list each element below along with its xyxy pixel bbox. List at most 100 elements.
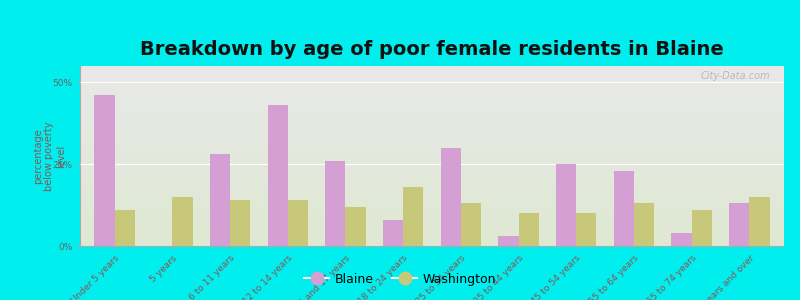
Bar bbox=[576, 213, 597, 246]
Bar bbox=[556, 164, 576, 246]
Bar bbox=[80, 108, 784, 109]
Bar bbox=[80, 104, 784, 105]
Bar bbox=[80, 167, 784, 168]
Bar bbox=[80, 186, 784, 187]
Bar bbox=[80, 191, 784, 192]
Bar bbox=[80, 76, 784, 77]
Bar bbox=[80, 156, 784, 157]
Bar bbox=[80, 82, 784, 83]
Bar bbox=[403, 187, 423, 246]
Bar bbox=[80, 115, 784, 116]
Bar bbox=[80, 233, 784, 234]
Bar bbox=[80, 147, 784, 148]
Bar bbox=[80, 206, 784, 207]
Bar bbox=[80, 194, 784, 195]
Bar bbox=[80, 201, 784, 202]
Bar bbox=[80, 172, 784, 173]
Bar bbox=[80, 235, 784, 236]
Bar bbox=[80, 122, 784, 123]
Bar bbox=[172, 197, 193, 246]
Bar bbox=[80, 179, 784, 180]
Bar bbox=[80, 230, 784, 231]
Bar bbox=[80, 135, 784, 136]
Bar bbox=[80, 140, 784, 141]
Bar bbox=[80, 185, 784, 186]
Bar bbox=[80, 81, 784, 82]
Bar bbox=[383, 220, 403, 246]
Bar bbox=[80, 221, 784, 222]
Bar bbox=[80, 134, 784, 135]
Bar bbox=[614, 171, 634, 246]
Bar bbox=[498, 236, 518, 246]
Bar bbox=[80, 183, 784, 184]
Bar bbox=[80, 110, 784, 111]
Bar bbox=[80, 203, 784, 204]
Bar bbox=[80, 229, 784, 230]
Bar bbox=[80, 217, 784, 218]
Bar bbox=[80, 163, 784, 164]
Bar bbox=[80, 242, 784, 243]
Bar bbox=[80, 79, 784, 80]
Bar bbox=[80, 225, 784, 226]
Bar bbox=[288, 200, 308, 246]
Bar bbox=[80, 145, 784, 146]
Bar bbox=[80, 168, 784, 169]
Bar bbox=[80, 202, 784, 203]
Bar bbox=[80, 70, 784, 71]
Bar bbox=[80, 124, 784, 125]
Bar bbox=[80, 238, 784, 239]
Bar bbox=[80, 192, 784, 193]
Bar bbox=[80, 73, 784, 74]
Bar bbox=[80, 154, 784, 155]
Bar bbox=[80, 128, 784, 129]
Bar bbox=[80, 218, 784, 219]
Bar bbox=[80, 149, 784, 150]
Bar bbox=[80, 100, 784, 101]
Bar bbox=[80, 202, 784, 203]
Bar bbox=[441, 148, 461, 246]
Bar bbox=[80, 219, 784, 220]
Bar bbox=[80, 144, 784, 145]
Bar bbox=[80, 162, 784, 163]
Bar bbox=[80, 67, 784, 68]
Bar bbox=[80, 173, 784, 174]
Bar bbox=[750, 197, 770, 246]
Bar bbox=[80, 90, 784, 91]
Bar bbox=[80, 243, 784, 244]
Bar bbox=[80, 136, 784, 137]
Bar bbox=[80, 245, 784, 246]
Bar bbox=[80, 72, 784, 73]
Bar bbox=[80, 112, 784, 113]
Bar bbox=[80, 200, 784, 201]
Bar bbox=[80, 196, 784, 197]
Bar bbox=[80, 181, 784, 182]
Bar bbox=[80, 80, 784, 81]
Bar bbox=[80, 143, 784, 144]
Bar bbox=[267, 105, 288, 246]
Bar bbox=[80, 231, 784, 232]
Bar bbox=[729, 203, 750, 246]
Bar bbox=[80, 160, 784, 161]
Bar bbox=[80, 133, 784, 134]
Bar bbox=[80, 177, 784, 178]
Bar bbox=[80, 207, 784, 208]
Text: City-Data.com: City-Data.com bbox=[700, 71, 770, 81]
Bar bbox=[80, 66, 784, 67]
Bar bbox=[80, 210, 784, 211]
Bar bbox=[80, 119, 784, 120]
Bar bbox=[80, 127, 784, 128]
Bar bbox=[80, 75, 784, 76]
Bar bbox=[80, 232, 784, 233]
Bar bbox=[80, 131, 784, 132]
Bar bbox=[80, 114, 784, 115]
Bar bbox=[80, 137, 784, 138]
Y-axis label: percentage
below poverty
level: percentage below poverty level bbox=[33, 121, 66, 191]
Bar bbox=[80, 220, 784, 221]
Bar bbox=[80, 193, 784, 194]
Bar bbox=[80, 188, 784, 189]
Bar bbox=[80, 241, 784, 242]
Legend: Blaine, Washington: Blaine, Washington bbox=[299, 268, 501, 291]
Bar bbox=[80, 121, 784, 122]
Bar bbox=[80, 85, 784, 86]
Bar bbox=[80, 68, 784, 69]
